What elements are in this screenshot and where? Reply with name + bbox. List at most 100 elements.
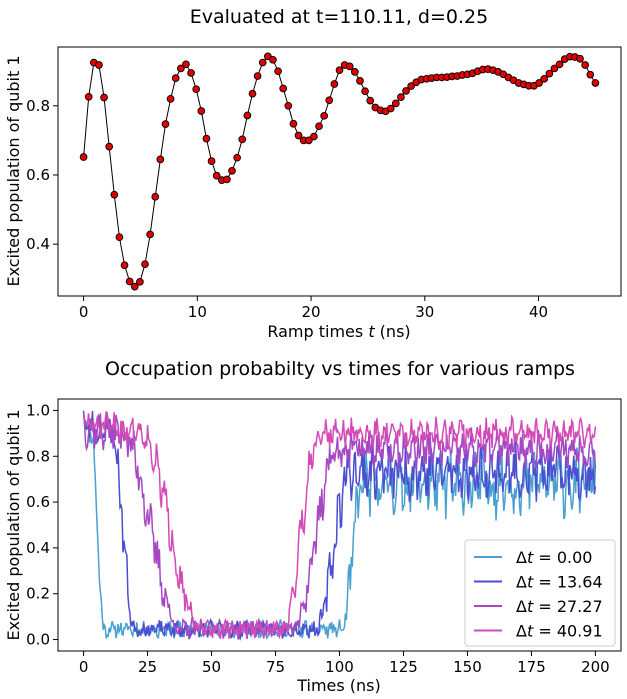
chart-bottom-series-line [82, 410, 597, 640]
chart-top-series-line [83, 55, 596, 288]
chart-top-frame [57, 46, 622, 297]
chart-top-point [151, 192, 160, 201]
chart-top-point [320, 111, 329, 120]
chart-bottom-series-line [82, 411, 597, 641]
chart-top-point [407, 82, 416, 90]
chart-top-point [274, 67, 282, 76]
chart-top-point [391, 99, 400, 108]
chart-top-point [550, 64, 559, 73]
chart-bottom-xtick-label: 25 [138, 658, 157, 676]
chart-top-point [197, 107, 206, 115]
chart-top-point [351, 68, 359, 76]
chart-top-point [125, 277, 134, 286]
chart-top-xtick-label: 40 [529, 303, 548, 321]
chart-top-point [146, 230, 154, 239]
chart-top-plot-area [79, 52, 600, 291]
chart-top: Evaluated at t=110.11, d=0.25 0 10 20 30 400… [4, 6, 622, 341]
chart-top-point [356, 77, 364, 85]
chart-top-point [535, 79, 543, 87]
chart-top-point [166, 95, 175, 103]
legend-label: Δt = 13.64 [516, 573, 603, 592]
chart-top-point [202, 134, 211, 143]
chart-top-point [555, 60, 564, 69]
chart-bottom-xtick-label: 125 [389, 658, 418, 676]
chart-bottom-xtick-label: 0 [79, 658, 89, 676]
chart-top-point [253, 72, 262, 80]
chart-top-point [223, 175, 231, 184]
chart-top-point [361, 87, 369, 96]
chart-top-point [330, 80, 339, 88]
chart-top-point [397, 93, 405, 102]
legend-label: Δt = 0.00 [516, 548, 592, 567]
chart-top-point [310, 132, 318, 141]
chart-top-point [402, 87, 410, 95]
chart-top-ytick-label: 0.6 [26, 166, 50, 184]
chart-bottom-ticks: 0 25 50 75 100 125 150 175 200 0.0 0.2 0.4 0.6 0.8 1.0 [26, 401, 610, 676]
chart-top-point [279, 84, 288, 93]
chart-top-xtick-label: 30 [415, 303, 434, 321]
chart-top-point [581, 61, 590, 69]
chart-bottom-xtick-label: 50 [202, 658, 221, 676]
chart-bottom-ytick-label: 0.6 [26, 493, 50, 511]
chart-bottom-plot-area [82, 410, 597, 641]
chart-top-ticks: 0 10 20 30 40 0.4 0.6 0.8 [26, 97, 548, 321]
chart-bottom-xtick-label: 100 [325, 658, 354, 676]
chart-top-point [248, 89, 257, 98]
chart-top-xlabel: Ramp times t (ns) [267, 322, 410, 341]
chart-top-point [141, 260, 149, 269]
chart-top-point [269, 55, 277, 64]
legend-label: Δt = 40.91 [516, 622, 603, 641]
chart-top-point [294, 131, 303, 140]
chart-top-point [105, 142, 114, 151]
chart-top-xtick-label: 0 [79, 303, 89, 321]
chart-top-point [345, 62, 354, 71]
chart-top-point [366, 96, 375, 105]
chart-top-point [95, 61, 103, 69]
chart-top-ylabel: Excited population of qubit 1 [4, 55, 23, 286]
chart-top-point [304, 136, 313, 145]
chart-top-point [284, 101, 293, 110]
chart-bottom-xtick-label: 150 [453, 658, 482, 676]
chart-top-point [182, 60, 190, 69]
chart-bottom-frame [57, 398, 622, 652]
chart-top-title: Evaluated at t=110.11, d=0.25 [190, 6, 488, 28]
chart-top-point [100, 93, 108, 102]
chart-top-point [586, 70, 595, 79]
chart-top-point [156, 155, 165, 164]
chart-bottom-ytick-label: 1.0 [26, 401, 50, 419]
chart-top-point [576, 54, 584, 63]
chart-top-point [161, 120, 170, 128]
chart-bottom-ylabel: Excited population of qubit 1 [4, 409, 23, 640]
chart-top-point [110, 190, 119, 199]
chart-bottom-ytick-label: 0.2 [26, 585, 50, 603]
chart-top-xtick-label: 20 [302, 303, 321, 321]
chart-top-point [171, 74, 180, 82]
chart-top-point [115, 233, 124, 242]
chart-top-point [289, 119, 298, 128]
chart-bottom-xtick-label: 75 [266, 658, 285, 676]
chart-top-point [386, 104, 395, 113]
legend-label: Δt = 27.27 [516, 597, 603, 616]
chart-top-point [192, 85, 201, 94]
chart-top-point [335, 66, 344, 75]
chart-bottom-ytick-label: 0.4 [26, 539, 50, 557]
chart-bottom-title: Occupation probabilty vs times for vario… [105, 358, 575, 380]
chart-bottom-xtick-label: 200 [581, 658, 610, 676]
chart-top-point [540, 74, 549, 83]
chart-top-point [243, 111, 252, 120]
chart-bottom-legend: Δt = 0.00 Δt = 13.64 Δt = 27.27 Δt = 40.91 [464, 539, 616, 647]
legend-box [464, 539, 616, 647]
chart-top-point [591, 79, 600, 87]
chart-bottom: Occupation probabilty vs times for vario… [4, 358, 622, 695]
chart-top-point [238, 135, 247, 144]
chart-top-point [176, 64, 185, 73]
chart-top-point [120, 261, 129, 270]
chart-bottom-xlabel: Times (ns) [296, 676, 381, 695]
chart-top-point [545, 69, 554, 78]
chart-bottom-xtick-label: 175 [517, 658, 546, 676]
chart-top-point [84, 92, 93, 101]
chart-top-point [233, 153, 241, 162]
chart-top-point [325, 96, 334, 105]
chart-top-point [136, 277, 144, 286]
chart-top-point [79, 153, 88, 161]
